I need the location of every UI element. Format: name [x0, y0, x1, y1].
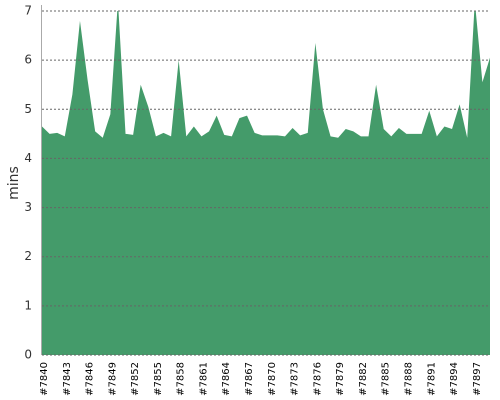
x-tick-label: #7840	[39, 362, 50, 396]
x-tick-label: #7861	[198, 362, 209, 396]
area	[42, 11, 490, 355]
x-tick-label: #7858	[176, 362, 187, 396]
x-tick-label: #7897	[472, 362, 483, 396]
x-tick-label: #7846	[85, 362, 96, 396]
x-tick-label: #7873	[290, 362, 301, 396]
y-tick-label: 7	[24, 4, 32, 18]
x-tick-label: #7867	[244, 362, 255, 396]
y-tick-label: 5	[24, 102, 32, 116]
x-tick-label: #7894	[449, 362, 460, 396]
y-tick-label: 6	[24, 53, 32, 67]
x-tick-label: #7888	[403, 362, 414, 396]
x-tick-label: #7852	[130, 362, 141, 396]
y-tick-label: 0	[24, 348, 32, 362]
x-tick-label: #7849	[107, 362, 118, 396]
x-tick-label: #7876	[312, 362, 323, 396]
x-tick-label: #7885	[381, 362, 392, 396]
y-tick-label: 1	[24, 298, 32, 312]
y-tick-label: 4	[24, 151, 32, 165]
x-tick-label: #7891	[426, 362, 437, 396]
y-axis-label: mins	[6, 166, 22, 200]
x-tick-label: #7882	[358, 362, 369, 396]
y-tick-label: 2	[24, 249, 32, 263]
x-tick-label: #7870	[267, 362, 278, 396]
x-tick-label: #7843	[62, 362, 73, 396]
x-tick-label: #7879	[335, 362, 346, 396]
x-tick-label: #7855	[153, 362, 164, 396]
y-tick-label: 3	[24, 200, 32, 214]
x-tick-label: #7864	[221, 362, 232, 396]
